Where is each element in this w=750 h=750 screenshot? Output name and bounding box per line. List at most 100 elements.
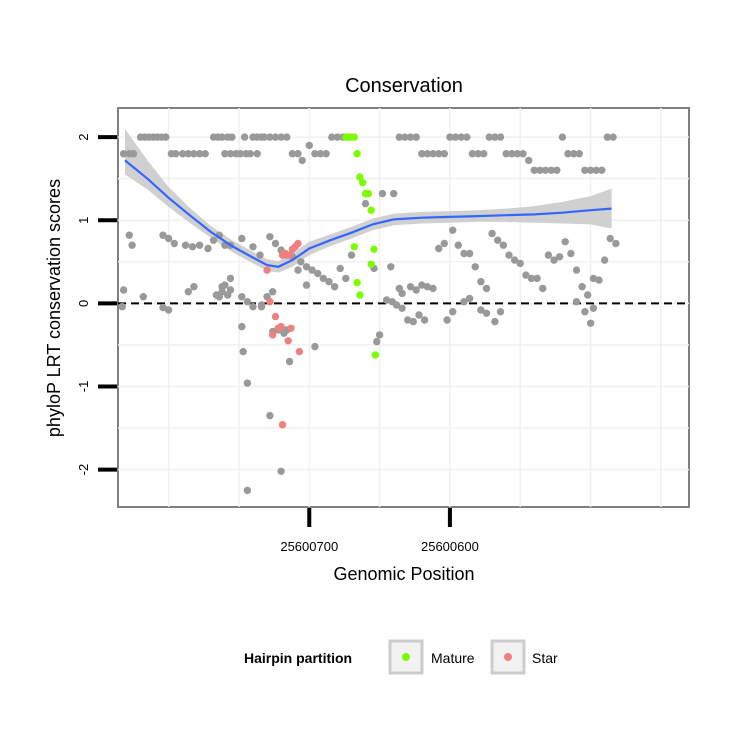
- point-other: [522, 271, 530, 279]
- point-other: [499, 241, 508, 249]
- smooth-trend-line: [124, 159, 612, 268]
- point-other: [392, 301, 401, 309]
- point-other: [440, 239, 448, 248]
- point-other: [508, 150, 516, 158]
- point-other: [454, 241, 462, 249]
- point-other: [238, 234, 246, 243]
- point-other: [589, 274, 598, 283]
- point-other: [266, 411, 274, 420]
- point-other: [314, 269, 322, 278]
- point-other: [572, 298, 581, 306]
- point-other: [218, 288, 226, 296]
- point-star: [285, 251, 294, 259]
- point-mature: [370, 245, 378, 253]
- point-other: [298, 156, 306, 165]
- point-mature: [371, 351, 380, 359]
- data-points: [118, 133, 620, 495]
- point-other: [277, 133, 285, 141]
- point-other: [277, 467, 285, 475]
- legend-label-mature: Mature: [431, 650, 475, 666]
- point-other: [547, 166, 555, 174]
- point-other: [257, 303, 266, 311]
- point-other: [119, 150, 128, 158]
- point-other: [555, 253, 564, 261]
- point-other: [525, 156, 533, 165]
- point-other: [477, 278, 485, 286]
- point-other: [170, 239, 178, 248]
- point-other: [443, 316, 451, 324]
- point-other: [398, 289, 406, 298]
- point-other: [581, 166, 589, 174]
- chart-title: Conservation: [345, 75, 463, 97]
- point-other: [256, 251, 264, 259]
- point-other: [288, 150, 297, 158]
- point-other: [302, 281, 311, 289]
- point-mature: [359, 179, 367, 187]
- point-mature: [364, 189, 372, 198]
- point-other: [564, 150, 572, 158]
- point-other: [129, 150, 138, 158]
- point-other: [420, 316, 429, 324]
- point-other: [195, 150, 204, 158]
- y-tick-label: 1: [76, 217, 91, 224]
- point-other: [181, 241, 190, 249]
- point-star: [266, 298, 274, 306]
- point-other: [592, 166, 600, 174]
- point-other: [406, 283, 415, 291]
- point-other: [125, 231, 133, 239]
- legend-dot-star: [504, 653, 512, 661]
- point-other: [190, 150, 198, 158]
- point-other: [586, 166, 595, 174]
- point-other: [603, 133, 612, 141]
- point-star: [278, 421, 287, 429]
- y-axis-ticks: -2 -1 0 1 2: [76, 133, 117, 475]
- point-mature: [350, 243, 358, 251]
- point-other: [612, 239, 620, 248]
- point-other: [239, 347, 247, 356]
- point-mature: [350, 133, 358, 141]
- point-other: [457, 133, 465, 141]
- legend: Hairpin partition Mature Star: [244, 639, 558, 675]
- point-other: [382, 296, 391, 304]
- point-other: [581, 308, 589, 316]
- point-other: [316, 150, 325, 158]
- point-other: [172, 150, 180, 158]
- point-other: [553, 166, 561, 174]
- legend-label-star: Star: [532, 650, 558, 666]
- point-other: [423, 150, 432, 158]
- legend-title: Hairpin partition: [244, 650, 352, 666]
- point-other: [224, 291, 232, 299]
- point-other: [561, 238, 569, 246]
- x-tick-label: 25600700: [280, 539, 338, 554]
- point-other: [586, 319, 595, 327]
- point-other: [406, 133, 415, 141]
- point-other: [589, 304, 598, 312]
- point-other: [533, 274, 541, 283]
- point-other: [373, 337, 381, 346]
- point-other: [375, 331, 384, 339]
- point-star: [294, 239, 302, 248]
- point-other: [195, 241, 204, 249]
- point-other: [249, 243, 257, 251]
- point-other: [465, 249, 474, 258]
- point-other: [409, 317, 417, 326]
- point-other: [465, 294, 474, 303]
- point-other: [519, 150, 527, 158]
- point-mature: [353, 150, 361, 158]
- point-other: [269, 288, 277, 296]
- point-other: [139, 293, 147, 301]
- point-star: [271, 312, 280, 321]
- point-other: [204, 244, 212, 253]
- point-other: [378, 189, 387, 198]
- point-other: [253, 150, 261, 158]
- point-other: [238, 322, 246, 331]
- x-tick-label: 25600600: [421, 539, 479, 554]
- point-other: [342, 274, 350, 283]
- point-other: [260, 133, 268, 141]
- point-other: [118, 303, 126, 311]
- point-other: [429, 150, 437, 158]
- point-other: [361, 199, 370, 208]
- point-other: [606, 234, 614, 243]
- point-other: [322, 150, 330, 158]
